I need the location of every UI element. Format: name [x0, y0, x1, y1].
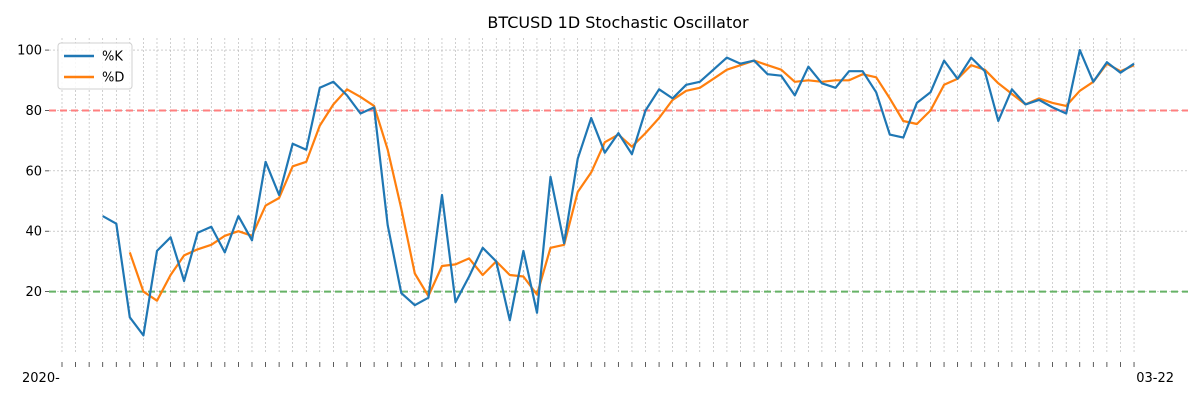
series-lines — [102, 48, 1135, 337]
legend-label: %D — [102, 71, 124, 86]
legend: %K %D — [57, 42, 133, 90]
legend-label: %K — [102, 50, 123, 65]
y-tick-label: 40 — [25, 225, 42, 240]
x-gridlines — [61, 38, 1135, 352]
y-tick-label: 80 — [25, 104, 42, 119]
y-tick-label: 100 — [17, 44, 42, 59]
chart-title: BTCUSD 1D Stochastic Oscillator — [487, 13, 749, 32]
y-tick-label: 20 — [25, 285, 42, 300]
reference-lines — [49, 109, 1188, 293]
y-tick-label: 60 — [25, 164, 42, 179]
series-line-pct-k — [102, 48, 1135, 337]
x-tick-label-start: 2020- — [22, 371, 60, 386]
x-axis-ticks: 2020- 03-22 — [22, 362, 1174, 386]
series-line-pct-d — [128, 59, 1135, 302]
x-tick-label-end: 03-22 — [1136, 371, 1174, 386]
y-axis-ticks: 20 40 60 80 100 — [17, 44, 49, 300]
